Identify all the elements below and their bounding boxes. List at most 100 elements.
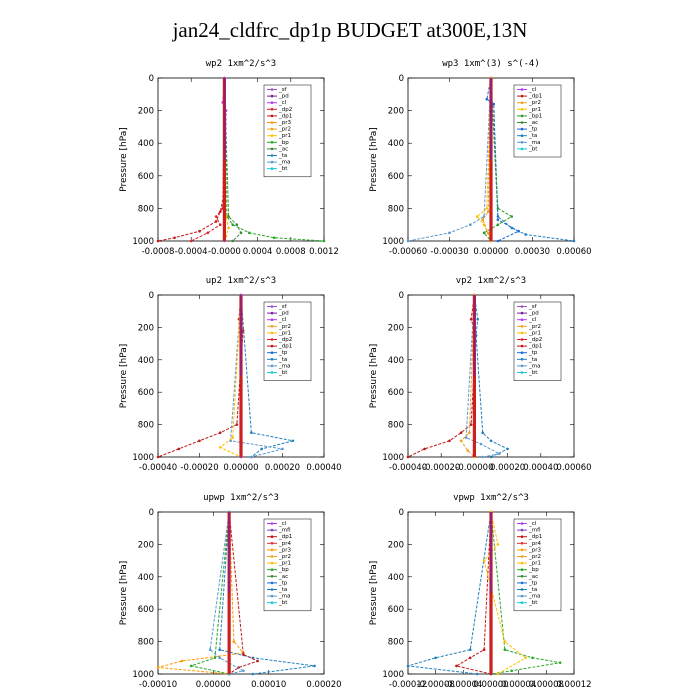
legend-marker (520, 88, 524, 91)
series-line-pr3 (157, 511, 245, 675)
panel-title: vpwp 1xm^2/s^3 (453, 493, 529, 503)
x-tick-label: -0.00004 (444, 680, 482, 690)
legend-marker (520, 364, 524, 368)
series-point (156, 666, 160, 669)
panel-6: vpwp 1xm^2/s^302004006008001000-0.00012-… (369, 493, 592, 690)
x-tick-label: -0.0008 (142, 247, 175, 257)
x-tick-label: -0.00040 (139, 463, 177, 473)
legend-marker (520, 127, 524, 131)
series-point (250, 455, 253, 459)
series-point (177, 447, 181, 451)
legend-marker (520, 528, 524, 532)
legend-entry: _pr2 (278, 127, 291, 133)
panel-title: wp3 1xm^(3) s^(-4) (442, 59, 540, 69)
x-tick-label: -0.00020 (180, 463, 218, 473)
series-point (227, 226, 230, 230)
series-point (227, 215, 230, 218)
series-line-dp1 (455, 511, 492, 675)
legend-marker (270, 160, 274, 164)
series-point (198, 439, 201, 443)
y-tick-label: 600 (388, 388, 404, 398)
series-line-ta (407, 511, 492, 675)
series-point (510, 215, 514, 218)
x-tick-label: -0.00020 (422, 463, 460, 473)
y-tick-label: 200 (138, 107, 154, 117)
series-point (208, 648, 212, 651)
series-point (218, 648, 221, 651)
legend-marker (270, 528, 274, 532)
series-point (492, 102, 496, 106)
series-point (489, 455, 493, 459)
x-tick-label: 0.00060 (556, 463, 591, 473)
series-point (468, 656, 472, 660)
series-point (406, 239, 410, 243)
legend-entry: _tp (528, 127, 538, 133)
legend-entry: _ma (528, 140, 540, 146)
series-line-bp (490, 511, 561, 675)
series-line-dp1 (157, 78, 225, 242)
series-point (475, 215, 479, 218)
legend-marker (270, 351, 274, 355)
x-tick-label: 0.00040 (523, 463, 558, 473)
series-line-pr1 (483, 511, 527, 675)
series-point (256, 659, 259, 663)
x-tick-label: 0.00020 (306, 680, 341, 690)
series-point (531, 656, 534, 660)
series-point (242, 669, 245, 673)
y-tick-label: 200 (388, 107, 404, 117)
series-point (272, 236, 276, 240)
y-tick-label: 0 (149, 508, 154, 518)
legend-entry: _dp1 (278, 113, 292, 119)
series-point (464, 436, 468, 439)
y-tick-label: 400 (138, 356, 154, 366)
series-point (291, 439, 295, 443)
legend-marker (520, 305, 524, 308)
panel-5: upwp 1xm^2/s^3 0 200 400 600 800 1000-0.00010 0… (119, 493, 342, 690)
legend-entry: _bt (528, 146, 538, 152)
y-tick-label: 0 (149, 291, 154, 301)
series-point (481, 218, 485, 222)
series-point (476, 318, 480, 321)
series-point (448, 439, 451, 443)
legend-marker (520, 568, 524, 571)
y-tick-label: 1000 (132, 453, 154, 463)
legend-entry: _bt (528, 600, 538, 606)
y-tick-label: 1000 (132, 237, 154, 247)
series-point (489, 439, 493, 443)
legend-entry: _bp1 (528, 113, 542, 119)
x-tick-label: 0.00000 (473, 247, 508, 257)
legend-box (513, 301, 562, 381)
series-point (281, 447, 284, 451)
legend-entry: _cl (278, 317, 287, 323)
y-tick-label: 1000 (132, 670, 154, 680)
legend-entry: _ta (528, 587, 537, 593)
series-point (510, 669, 514, 673)
series-point (235, 423, 239, 426)
y-axis-label: Pressure [hPa] (119, 127, 129, 192)
legend-marker (270, 358, 274, 361)
legend-entry: _dp2 (528, 337, 542, 343)
series-line-pr1 (476, 77, 492, 242)
series-point (496, 672, 500, 676)
legend-marker (270, 331, 274, 335)
legend-marker (520, 555, 524, 558)
legend-entry: _dp1 (278, 344, 292, 350)
legend-marker (520, 351, 524, 355)
legend-entry: _bp (528, 567, 539, 573)
legend-entry: _pr1 (528, 330, 541, 336)
series-point (189, 664, 193, 668)
legend-entry: _ac (278, 574, 288, 580)
series-point (459, 431, 463, 435)
legend-marker (270, 134, 274, 137)
series-point (486, 210, 490, 213)
x-tick-label: 0.0008 (276, 247, 306, 257)
series-point (231, 223, 234, 226)
x-tick-label: -0.00030 (430, 247, 468, 257)
legend-entry: _ma (278, 594, 290, 600)
legend-entry: _ma (528, 594, 540, 600)
legend-marker (270, 568, 274, 571)
legend-entry: _cl (278, 521, 287, 527)
legend-marker (520, 147, 524, 151)
series-line-dp1 (228, 511, 259, 675)
legend-entry: _pr1 (278, 330, 291, 336)
